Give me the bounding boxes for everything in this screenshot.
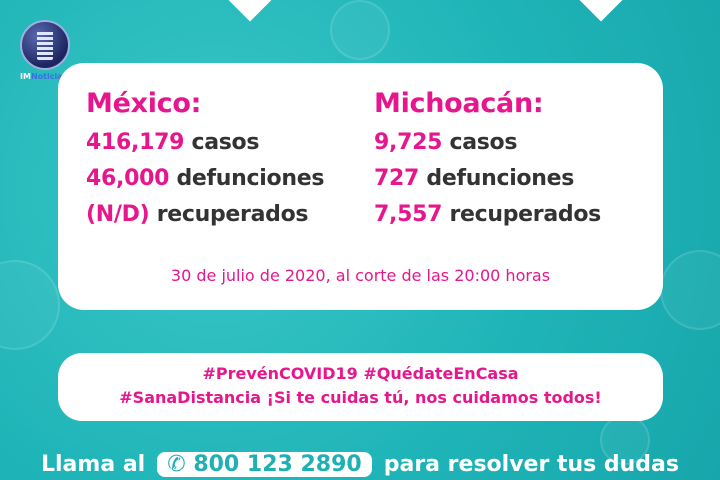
chevron-decoration — [575, 0, 627, 22]
label: casos — [191, 130, 260, 155]
hashtag-card: #PrevénCOVID19 #QuédateEnCasa #SanaDista… — [58, 353, 663, 421]
phone-icon: ✆ — [167, 452, 194, 477]
phone-number: 800 123 2890 — [193, 452, 362, 477]
michoacan-cases: 9,725 — [374, 130, 443, 155]
virus-decoration — [0, 260, 60, 350]
helpline-post: para resolver tus dudas — [383, 452, 679, 477]
logo-text: IMNoticias — [20, 72, 68, 81]
phone-number-box: ✆ 800 123 2890 — [157, 452, 372, 477]
hashtags-line-2: #SanaDistancia ¡Si te cuidas tú, nos cui… — [119, 388, 602, 407]
label: defunciones — [176, 166, 325, 191]
virus-decoration — [330, 0, 390, 60]
report-date: 30 de julio de 2020, al corte de las 20:… — [170, 266, 551, 285]
stats-card: México: 416,179 casos 46,000 defunciones… — [58, 63, 663, 310]
helpline-pre: Llama al — [40, 452, 146, 477]
mexico-stats: México: 416,179 casos 46,000 defunciones… — [86, 85, 324, 233]
helpline-banner: Llama al ✆ 800 123 2890 para resolver tus … — [0, 452, 720, 477]
michoacan-stats: Michoacán: 9,725 casos 727 defunciones 7… — [374, 85, 601, 233]
michoacan-title: Michoacán: — [374, 88, 544, 119]
michoacan-recovered: 7,557 — [374, 202, 443, 227]
label: casos — [449, 130, 518, 155]
hashtags-line-1: #PrevénCOVID19 #QuédateEnCasa — [202, 364, 519, 383]
virus-decoration — [660, 250, 720, 330]
label: recuperados — [156, 202, 309, 227]
chevron-decoration — [224, 0, 276, 22]
michoacan-deaths: 727 — [374, 166, 420, 191]
label: defunciones — [426, 166, 575, 191]
label: recuperados — [449, 202, 601, 227]
logo — [20, 20, 70, 70]
mexico-cases: 416,179 — [86, 130, 185, 155]
mexico-title: México: — [86, 88, 202, 119]
mexico-deaths: 46,000 — [86, 166, 170, 191]
mexico-recovered: (N/D) — [86, 202, 150, 227]
